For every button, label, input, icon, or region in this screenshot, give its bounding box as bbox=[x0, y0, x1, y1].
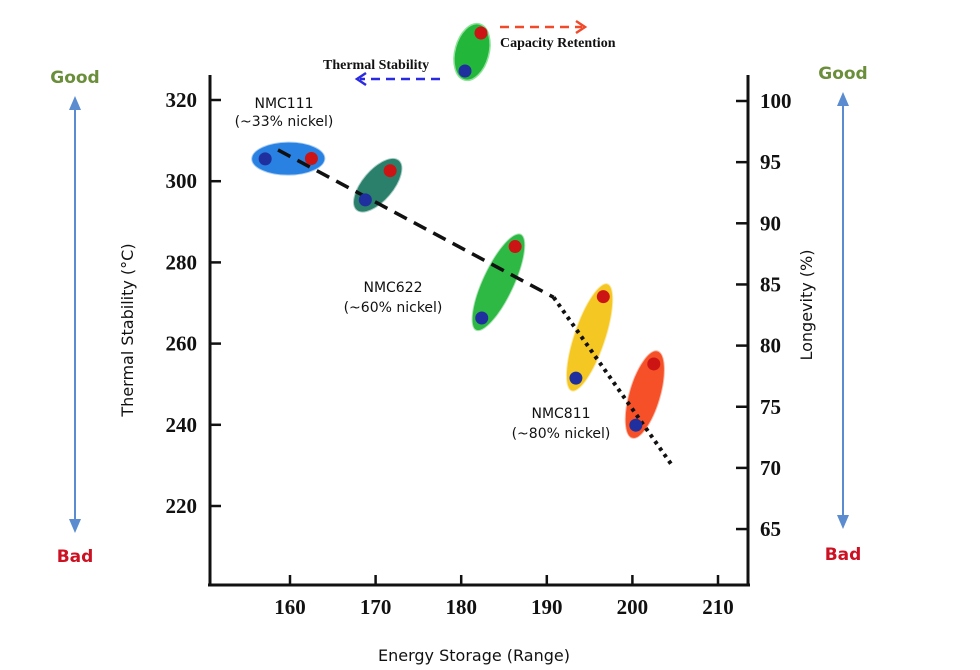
x-axis-title: Energy Storage (Range) bbox=[378, 646, 570, 665]
group-ellipse bbox=[352, 157, 404, 214]
capacity-retention-point bbox=[383, 164, 397, 178]
plot-area bbox=[250, 140, 673, 465]
right-axis-title: Longevity (%) bbox=[797, 250, 816, 361]
right-tick-label: 75 bbox=[760, 395, 781, 419]
left-good-bad-scale: Good Bad bbox=[50, 68, 99, 567]
x-tick-label: 190 bbox=[531, 595, 563, 619]
right-tick-label: 70 bbox=[760, 456, 781, 480]
capacity-retention-point bbox=[304, 151, 318, 165]
legend: Capacity Retention Thermal Stability bbox=[323, 19, 616, 87]
thermal-stability-point bbox=[629, 418, 643, 432]
left-tick-label: 240 bbox=[166, 413, 198, 437]
annotation-nmc111-name: NMC111 bbox=[254, 96, 313, 112]
thermal-arrowhead-icon bbox=[354, 71, 367, 87]
group-ellipse bbox=[623, 349, 666, 440]
left-arrow-down-icon bbox=[69, 519, 81, 533]
left-bad-label: Bad bbox=[57, 547, 94, 567]
legend-capacity-marker bbox=[474, 26, 488, 40]
x-tick-label: 160 bbox=[274, 595, 306, 619]
right-arrow-up-icon bbox=[837, 92, 849, 106]
annotation-nmc622-name: NMC622 bbox=[363, 280, 422, 296]
capacity-retention-point bbox=[508, 240, 522, 254]
x-tick-label: 180 bbox=[445, 595, 477, 619]
left-tick-label: 260 bbox=[166, 332, 198, 356]
right-tick-label: 85 bbox=[760, 272, 781, 296]
annotation-nmc811-name: NMC811 bbox=[531, 406, 590, 422]
right-good-label: Good bbox=[818, 64, 867, 84]
right-tick-label: 65 bbox=[760, 517, 781, 541]
legend-ellipse bbox=[453, 22, 491, 82]
annotation-nmc622-nickel: (~60% nickel) bbox=[344, 300, 443, 316]
capacity-retention-point bbox=[596, 290, 610, 304]
ticks: 160 170 180 190 200 210 320 300 280 260 240 220 100 9… bbox=[166, 88, 792, 619]
right-tick-label: 100 bbox=[760, 89, 792, 113]
annotation-nmc811: NMC811 (~80% nickel) bbox=[512, 406, 611, 442]
right-tick-label: 95 bbox=[760, 150, 781, 174]
right-bad-label: Bad bbox=[825, 545, 862, 565]
x-tick-label: 210 bbox=[702, 595, 734, 619]
axes bbox=[208, 75, 750, 587]
right-tick-label: 90 bbox=[760, 211, 781, 235]
trend-dotted-line bbox=[552, 296, 673, 465]
thermal-stability-point bbox=[358, 193, 372, 207]
trend-dashed-line bbox=[277, 148, 555, 299]
thermal-stability-point bbox=[258, 152, 272, 166]
left-tick-label: 300 bbox=[166, 169, 198, 193]
left-axis-title: Thermal Stability (°C) bbox=[118, 243, 137, 417]
left-good-label: Good bbox=[50, 68, 99, 88]
left-tick-label: 280 bbox=[166, 250, 198, 274]
group-ellipse bbox=[470, 232, 527, 333]
capacity-arrowhead-icon bbox=[575, 19, 588, 35]
left-arrow-up-icon bbox=[69, 96, 81, 110]
thermal-stability-point bbox=[475, 311, 489, 325]
annotation-nmc622: NMC622 (~60% nickel) bbox=[344, 280, 443, 316]
left-tick-label: 220 bbox=[166, 494, 198, 518]
left-tick-label: 320 bbox=[166, 88, 198, 112]
right-tick-label: 80 bbox=[760, 334, 781, 358]
annotation-nmc111: NMC111 (~33% nickel) bbox=[235, 96, 334, 130]
capacity-retention-point bbox=[647, 357, 661, 371]
thermal-stability-point bbox=[569, 371, 583, 385]
right-arrow-down-icon bbox=[837, 515, 849, 529]
legend-thermal-label: Thermal Stability bbox=[323, 58, 429, 73]
annotation-nmc111-nickel: (~33% nickel) bbox=[235, 114, 334, 130]
legend-thermal-marker bbox=[458, 64, 472, 78]
annotation-nmc811-nickel: (~80% nickel) bbox=[512, 426, 611, 442]
legend-capacity-label: Capacity Retention bbox=[500, 36, 616, 51]
right-good-bad-scale: Good Bad bbox=[818, 64, 867, 565]
x-tick-label: 170 bbox=[360, 595, 392, 619]
x-tick-label: 200 bbox=[617, 595, 649, 619]
group-ellipse bbox=[564, 282, 615, 393]
